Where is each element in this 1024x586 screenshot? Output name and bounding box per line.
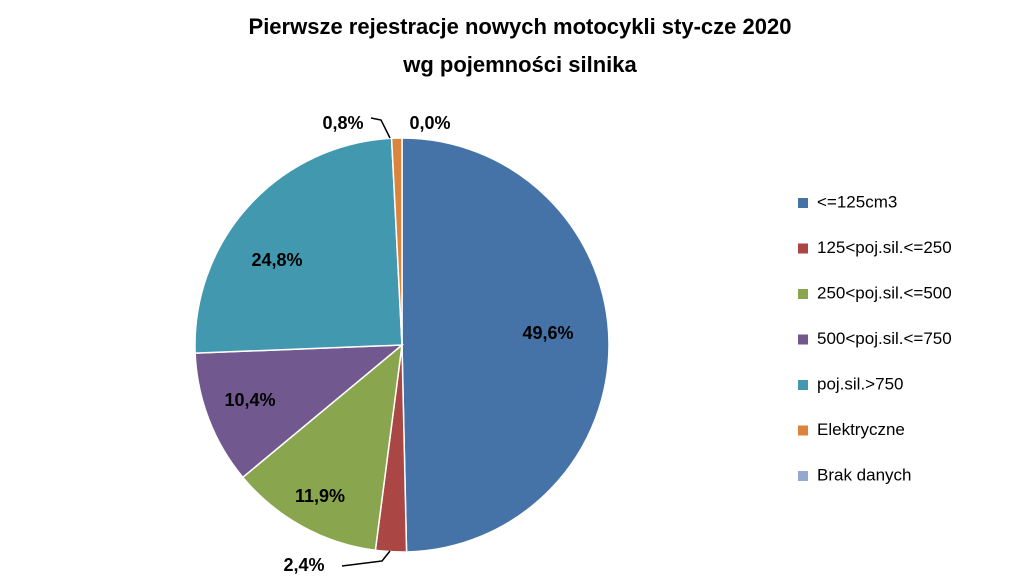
legend-label-500-poj-sil-750: 500<poj.sil.<=750 xyxy=(817,329,952,348)
chart-title: Pierwsze rejestracje nowych motocykli st… xyxy=(249,14,792,39)
pie-slice-125cm3 xyxy=(401,137,610,553)
pie-slice-250-poj-sil-500 xyxy=(241,343,403,552)
legend-label-elektryczne: Elektryczne xyxy=(817,420,905,439)
leader-line-125-poj-sil-250 xyxy=(341,550,391,567)
legend: <=125cm3 125<poj.sil.<=250 250<poj.sil.<=5… xyxy=(798,192,952,484)
chart-subtitle: wg pojemności silnika xyxy=(402,52,637,77)
legend-swatch-125-poj-sil-250 xyxy=(798,243,808,254)
legend-swatch-500-poj-sil-750 xyxy=(798,334,808,345)
pie-slice-elektryczne xyxy=(390,137,403,346)
data-label-brak-danych: 0,0% xyxy=(409,113,450,133)
legend-label-125-poj-sil-250: 125<poj.sil.<=250 xyxy=(817,238,952,257)
legend-swatch-elektryczne xyxy=(798,425,808,436)
legend-label-250-poj-sil-500: 250<poj.sil.<=500 xyxy=(817,283,952,302)
data-label-125cm3: 49,6% xyxy=(522,323,573,343)
data-labels: 49,6% 2,4% 11,9% 10,4% 24,8% 0,8% 0,0% xyxy=(224,113,573,575)
leader-lines xyxy=(341,117,391,567)
pie-slices xyxy=(194,137,610,553)
data-label-250-poj-sil-500: 11,9% xyxy=(295,486,345,506)
pie-slice-poj-sil-750 xyxy=(194,137,403,354)
legend-swatch-poj-sil-750 xyxy=(798,380,808,390)
legend-label-brak-danych: Brak danych xyxy=(817,465,912,484)
data-label-elektryczne: 0,8% xyxy=(322,113,363,133)
legend-swatch-125cm3 xyxy=(798,198,808,208)
data-label-poj-sil-750: 24,8% xyxy=(251,250,302,270)
legend-label-125cm3: <=125cm3 xyxy=(817,192,897,211)
legend-label-poj-sil-750: poj.sil.>750 xyxy=(817,374,903,393)
legend-swatch-brak-danych xyxy=(798,471,808,481)
data-label-500-poj-sil-750: 10,4% xyxy=(224,390,275,410)
pie-slice-500-poj-sil-750 xyxy=(194,344,405,479)
leader-line-elektryczne xyxy=(370,117,391,139)
legend-swatch-250-poj-sil-500 xyxy=(798,289,808,299)
data-label-125-poj-sil-250: 2,4% xyxy=(283,555,324,575)
